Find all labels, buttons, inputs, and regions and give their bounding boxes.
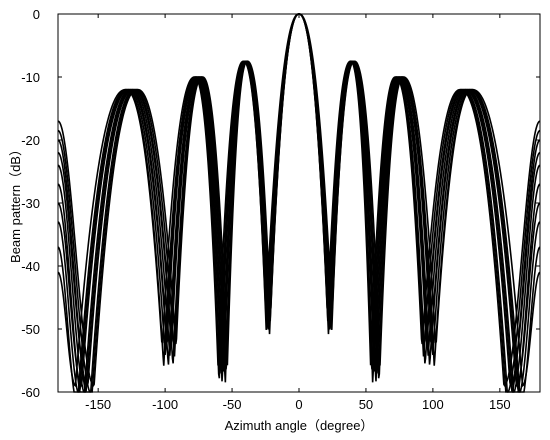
x-tick-label: 150 (489, 397, 511, 412)
ticks-group: -150 -100 -50 0 50 100 150 0 -10 -20 -30 -40 -50 -60 (21, 7, 540, 412)
y-tick-label: -60 (21, 385, 40, 400)
plot-frame (57, 13, 541, 393)
y-tick-label: -50 (21, 322, 40, 337)
y-tick-label: -30 (21, 196, 40, 211)
x-axis-label: Azimuth angle（degree） (225, 418, 374, 433)
plot-area (58, 14, 540, 392)
y-tick-label: 0 (33, 7, 40, 22)
x-tick-label: -150 (85, 397, 111, 412)
y-tick-label: -40 (21, 259, 40, 274)
y-tick-label: -20 (21, 133, 40, 148)
x-tick-label: -100 (152, 397, 178, 412)
x-tick-label: 100 (422, 397, 444, 412)
x-tick-label: -50 (223, 397, 242, 412)
x-tick-label: 50 (359, 397, 373, 412)
y-tick-label: -10 (21, 70, 40, 85)
x-tick-label: 0 (295, 397, 302, 412)
y-axis-label: Beam pattern（dB） (8, 143, 23, 263)
